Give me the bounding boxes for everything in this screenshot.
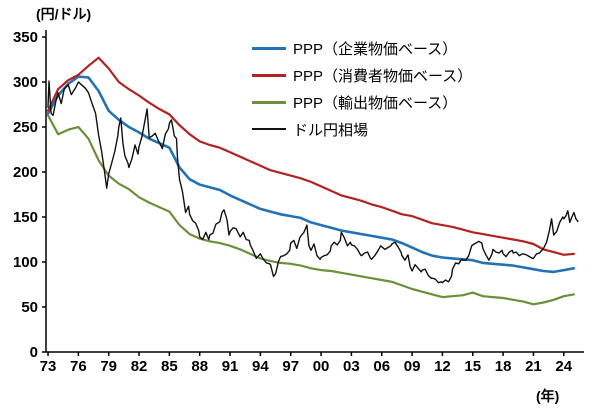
svg-text:18: 18 [495,358,512,375]
svg-text:12: 12 [434,358,451,375]
legend-label: PPP（企業物価ベース） [293,40,458,58]
svg-text:09: 09 [404,358,421,375]
legend-item-usdjpy-rate: ドル円相場 [252,119,472,139]
svg-text:350: 350 [13,29,38,46]
legend-line-swatch [252,100,286,104]
chart-series [46,56,579,306]
svg-text:00: 00 [313,358,330,375]
svg-text:73: 73 [40,358,57,375]
svg-text:85: 85 [161,358,178,375]
legend-item-ppp-consumer: PPP（消費者物価ベース） [252,65,472,85]
svg-text:79: 79 [100,358,117,375]
svg-text:50: 50 [21,299,38,316]
svg-text:76: 76 [70,358,87,375]
legend-line-swatch [252,128,286,130]
svg-text:200: 200 [13,164,38,181]
svg-text:0: 0 [30,344,38,361]
svg-text:100: 100 [13,254,38,271]
svg-text:88: 88 [191,358,208,375]
y-axis-unit-label: (円/ドル) [36,6,92,22]
svg-text:94: 94 [252,358,269,375]
legend-item-ppp-corporate: PPP（企業物価ベース） [252,38,472,58]
legend-item-ppp-export: PPP（輸出物価ベース） [252,92,472,112]
chart-axes: 0 50 100 150 200 250 300 350 73 76 79 82 85 88 91 94 97 0… [13,29,584,375]
x-axis-unit-label: (年) [536,388,560,404]
svg-text:15: 15 [464,358,481,375]
svg-text:150: 150 [13,209,38,226]
svg-text:300: 300 [13,74,38,91]
svg-text:82: 82 [131,358,148,375]
legend-label: PPP（消費者物価ベース） [293,67,473,85]
legend-line-swatch [252,46,286,50]
chart-legend: PPP（企業物価ベース） PPP（消費者物価ベース） PPP（輸出物価ベース） … [252,38,472,139]
svg-text:03: 03 [343,358,360,375]
svg-text:97: 97 [282,358,299,375]
svg-text:24: 24 [555,358,572,375]
legend-label: PPP（輸出物価ベース） [293,94,458,112]
svg-text:250: 250 [13,119,38,136]
legend-label: ドル円相場 [293,121,369,139]
svg-text:06: 06 [373,358,390,375]
svg-text:91: 91 [222,358,239,375]
legend-line-swatch [252,73,286,77]
svg-text:21: 21 [525,358,542,375]
